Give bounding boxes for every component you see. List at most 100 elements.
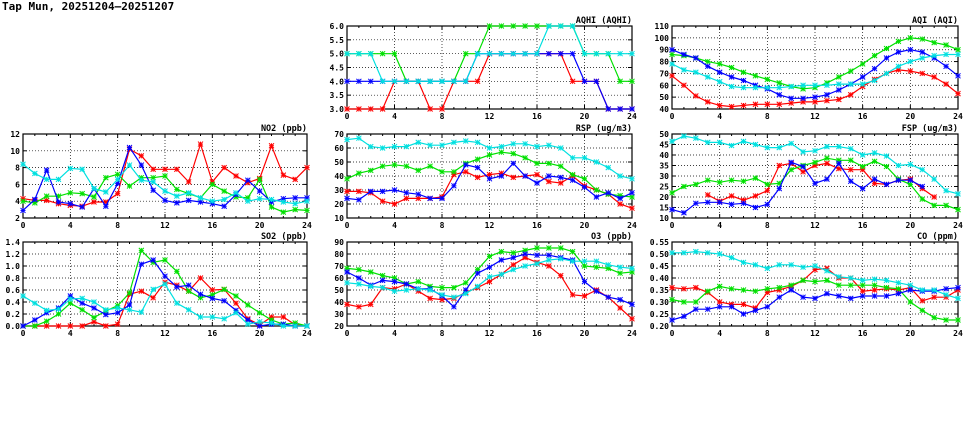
data-point bbox=[522, 140, 528, 147]
data-point bbox=[692, 306, 699, 313]
data-point bbox=[569, 177, 576, 184]
data-point bbox=[162, 281, 168, 287]
data-point bbox=[367, 283, 374, 290]
data-point bbox=[692, 200, 699, 207]
data-point bbox=[605, 164, 612, 171]
y-tick-label: 20 bbox=[334, 322, 344, 331]
data-point bbox=[931, 176, 938, 183]
series-green bbox=[20, 247, 310, 329]
series-cyan bbox=[344, 255, 635, 301]
data-point bbox=[812, 180, 818, 187]
data-point bbox=[268, 142, 275, 149]
data-point bbox=[931, 74, 938, 80]
y-tick-label: 0.25 bbox=[650, 310, 669, 319]
x-tick-label: 4 bbox=[68, 329, 73, 338]
data-point bbox=[788, 83, 795, 90]
data-point bbox=[474, 78, 481, 85]
data-point bbox=[716, 61, 723, 67]
data-point bbox=[233, 293, 239, 299]
data-point bbox=[91, 194, 97, 200]
data-point bbox=[462, 161, 469, 168]
data-point bbox=[681, 67, 687, 73]
data-point bbox=[356, 50, 362, 57]
data-point bbox=[43, 307, 50, 314]
data-point bbox=[605, 189, 612, 196]
data-point bbox=[776, 91, 783, 98]
data-point bbox=[79, 306, 86, 313]
data-point bbox=[138, 177, 145, 184]
data-point bbox=[546, 23, 552, 29]
data-point bbox=[43, 318, 50, 325]
data-point bbox=[79, 323, 86, 329]
data-point bbox=[740, 84, 747, 91]
data-point bbox=[20, 207, 26, 214]
data-point bbox=[462, 50, 469, 57]
data-point bbox=[474, 139, 481, 146]
data-point bbox=[764, 76, 771, 83]
data-point bbox=[233, 300, 239, 307]
data-point bbox=[244, 198, 251, 205]
data-point bbox=[557, 163, 564, 170]
data-point bbox=[403, 189, 410, 196]
data-point bbox=[102, 306, 109, 313]
data-point bbox=[752, 307, 759, 314]
data-point bbox=[907, 181, 914, 188]
data-point bbox=[280, 323, 287, 329]
data-point bbox=[379, 272, 386, 279]
data-point bbox=[835, 81, 842, 87]
data-point bbox=[557, 245, 564, 251]
data-point bbox=[800, 264, 806, 271]
series-green bbox=[20, 171, 310, 215]
y-tick-label: 1.4 bbox=[6, 238, 21, 247]
data-point bbox=[847, 81, 854, 87]
data-point bbox=[185, 179, 192, 185]
data-point bbox=[800, 95, 806, 102]
data-point bbox=[824, 91, 830, 98]
data-point bbox=[605, 106, 612, 112]
data-point bbox=[304, 323, 310, 329]
data-point bbox=[439, 168, 445, 175]
data-point bbox=[462, 290, 469, 297]
data-point bbox=[776, 294, 783, 301]
data-point bbox=[546, 50, 552, 57]
x-tick-label: 24 bbox=[953, 221, 963, 230]
data-point bbox=[895, 285, 902, 292]
data-point bbox=[557, 145, 564, 151]
data-point bbox=[847, 178, 854, 185]
x-tick-label: 16 bbox=[532, 221, 542, 230]
data-point bbox=[67, 189, 74, 196]
data-point bbox=[102, 203, 109, 210]
data-point bbox=[79, 166, 86, 173]
data-point bbox=[451, 182, 457, 189]
data-point bbox=[812, 82, 818, 89]
data-point bbox=[895, 63, 902, 70]
data-point bbox=[498, 173, 505, 179]
data-point bbox=[883, 293, 890, 299]
data-point bbox=[379, 198, 386, 205]
data-point bbox=[728, 83, 735, 90]
data-point bbox=[669, 61, 675, 67]
data-point bbox=[79, 300, 86, 307]
data-point bbox=[728, 254, 735, 261]
data-point bbox=[740, 69, 747, 76]
data-point bbox=[931, 287, 938, 293]
data-point bbox=[692, 55, 699, 61]
data-point bbox=[209, 287, 216, 293]
x-tick-label: 24 bbox=[953, 329, 963, 338]
data-point bbox=[486, 171, 493, 178]
y-tick-label: 60 bbox=[334, 274, 344, 283]
series-blue bbox=[669, 159, 926, 216]
data-point bbox=[859, 81, 866, 87]
y-tick-label: 4.5 bbox=[330, 64, 345, 73]
data-point bbox=[788, 282, 795, 289]
data-point bbox=[835, 96, 842, 103]
data-point bbox=[367, 78, 374, 85]
data-point bbox=[268, 196, 275, 203]
x-tick-label: 4 bbox=[717, 112, 722, 121]
data-point bbox=[462, 78, 469, 85]
data-point bbox=[847, 166, 854, 173]
data-point bbox=[451, 294, 457, 301]
data-point bbox=[486, 145, 493, 151]
data-point bbox=[593, 258, 600, 265]
x-tick-label: 20 bbox=[906, 112, 916, 121]
